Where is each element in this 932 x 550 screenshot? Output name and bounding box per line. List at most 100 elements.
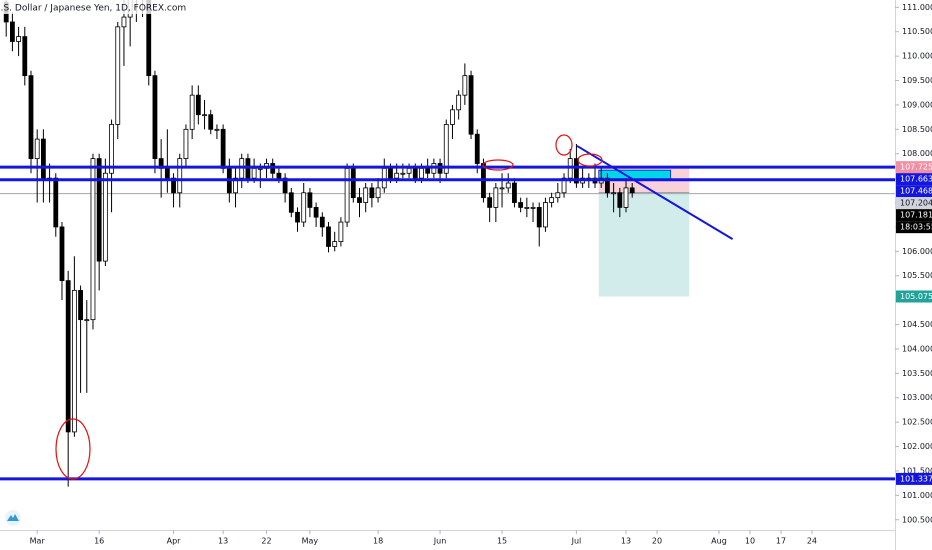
x-tick-label: 17 bbox=[776, 537, 786, 546]
candle-body bbox=[419, 167, 424, 179]
price-label: 107.204 bbox=[900, 199, 932, 208]
y-tick-label: 105.500 bbox=[902, 271, 932, 280]
candle-body bbox=[549, 197, 555, 203]
candle-body bbox=[611, 192, 617, 195]
price-label: 107.468 bbox=[900, 187, 932, 196]
x-tick-label: 15 bbox=[497, 537, 507, 546]
price-label: 107.725 bbox=[900, 163, 932, 172]
candle-body bbox=[251, 167, 257, 179]
y-tick-label: 100.500 bbox=[902, 515, 932, 524]
circle-annotation bbox=[555, 134, 573, 156]
candle-body bbox=[78, 289, 83, 321]
candle-body bbox=[406, 167, 412, 174]
position-target-zone bbox=[598, 192, 690, 297]
candle-body bbox=[462, 75, 468, 96]
candle-body bbox=[28, 75, 34, 160]
candle-body bbox=[326, 226, 331, 247]
y-tick-label: 102.000 bbox=[902, 442, 932, 451]
annotations bbox=[55, 134, 603, 480]
candle-body bbox=[152, 75, 158, 160]
candle-body bbox=[499, 187, 505, 190]
price-label-bg bbox=[896, 209, 932, 222]
countdown: 18:03:55 bbox=[900, 223, 932, 232]
candle-body bbox=[102, 172, 108, 262]
price-label-bg bbox=[896, 161, 932, 174]
candle-body bbox=[40, 138, 46, 179]
candle-body bbox=[450, 109, 455, 125]
candle-body bbox=[524, 207, 530, 209]
candle-body bbox=[474, 133, 480, 164]
candle-body bbox=[288, 192, 294, 213]
chart-title: U.S. Dollar / Japanese Yen, 1D, FOREX.co… bbox=[0, 4, 186, 14]
candle-body bbox=[412, 167, 418, 179]
candle-body bbox=[505, 182, 511, 189]
candle-body bbox=[146, 0, 152, 77]
candle-body bbox=[214, 128, 220, 131]
candle-body bbox=[629, 187, 635, 194]
y-tick-label: 101.500 bbox=[902, 466, 932, 475]
candle-body bbox=[388, 167, 393, 179]
candle-body bbox=[313, 207, 319, 218]
price-label: 101.337 bbox=[900, 474, 932, 483]
title-bg bbox=[0, 0, 234, 14]
candle-body bbox=[400, 172, 406, 175]
candle-body bbox=[115, 26, 121, 125]
y-tick-label: 108.000 bbox=[902, 149, 932, 158]
candle-body bbox=[202, 114, 207, 117]
x-tick-label: Apr bbox=[167, 537, 182, 546]
y-tick-label: 109.500 bbox=[902, 76, 932, 85]
candle-body bbox=[543, 202, 548, 228]
candle-body bbox=[518, 202, 524, 208]
trendline bbox=[576, 145, 734, 240]
price-label-bg bbox=[896, 472, 932, 485]
x-tick-label: 10 bbox=[745, 537, 755, 546]
candle-body bbox=[121, 16, 127, 28]
candle-body bbox=[493, 187, 499, 208]
candle-body bbox=[171, 177, 176, 194]
candle-body bbox=[369, 187, 375, 199]
candle-body bbox=[84, 319, 90, 322]
candle-body bbox=[512, 182, 517, 203]
candle-body bbox=[555, 192, 561, 199]
candle-body bbox=[233, 177, 238, 194]
candle-body bbox=[177, 158, 183, 194]
candle-body bbox=[90, 158, 96, 321]
circle-annotation bbox=[55, 418, 91, 480]
candle-body bbox=[381, 167, 387, 189]
candle-body bbox=[71, 289, 77, 433]
x-tick-label: 18 bbox=[373, 537, 383, 546]
candle-body bbox=[561, 177, 567, 194]
candle-body bbox=[530, 207, 536, 209]
price-label: 107.663 bbox=[900, 175, 932, 184]
candle-body bbox=[350, 167, 356, 199]
candle-body bbox=[65, 280, 71, 433]
y-tick-label: 103.500 bbox=[902, 369, 932, 378]
candle-body bbox=[282, 177, 288, 194]
logo bbox=[5, 510, 21, 526]
y-tick-label: 103.000 bbox=[902, 393, 932, 402]
candle-body bbox=[425, 167, 431, 174]
candle-body bbox=[109, 124, 114, 174]
x-tick-label: Aug bbox=[711, 537, 727, 546]
candle-body bbox=[53, 177, 59, 228]
candle-body bbox=[16, 36, 21, 42]
candle-body bbox=[183, 128, 189, 160]
candle-body bbox=[394, 172, 400, 179]
candle-body bbox=[34, 138, 40, 160]
candle-body bbox=[319, 216, 325, 228]
y-tick-label: 110.000 bbox=[902, 52, 932, 61]
x-tick-label: May bbox=[302, 537, 319, 546]
candle-body bbox=[443, 124, 449, 174]
price-label: 107.181 bbox=[900, 211, 932, 220]
candle-body bbox=[344, 167, 350, 223]
candle-body bbox=[623, 187, 629, 208]
candle-body bbox=[208, 114, 214, 130]
x-tick-label: 22 bbox=[261, 537, 271, 546]
candle-body bbox=[276, 172, 282, 179]
y-tick-label: 101.000 bbox=[902, 491, 932, 500]
candle-body bbox=[301, 192, 307, 223]
circle-annotation bbox=[482, 159, 514, 171]
x-tick-label: 16 bbox=[94, 537, 104, 546]
y-tick-label: 110.500 bbox=[902, 27, 932, 36]
